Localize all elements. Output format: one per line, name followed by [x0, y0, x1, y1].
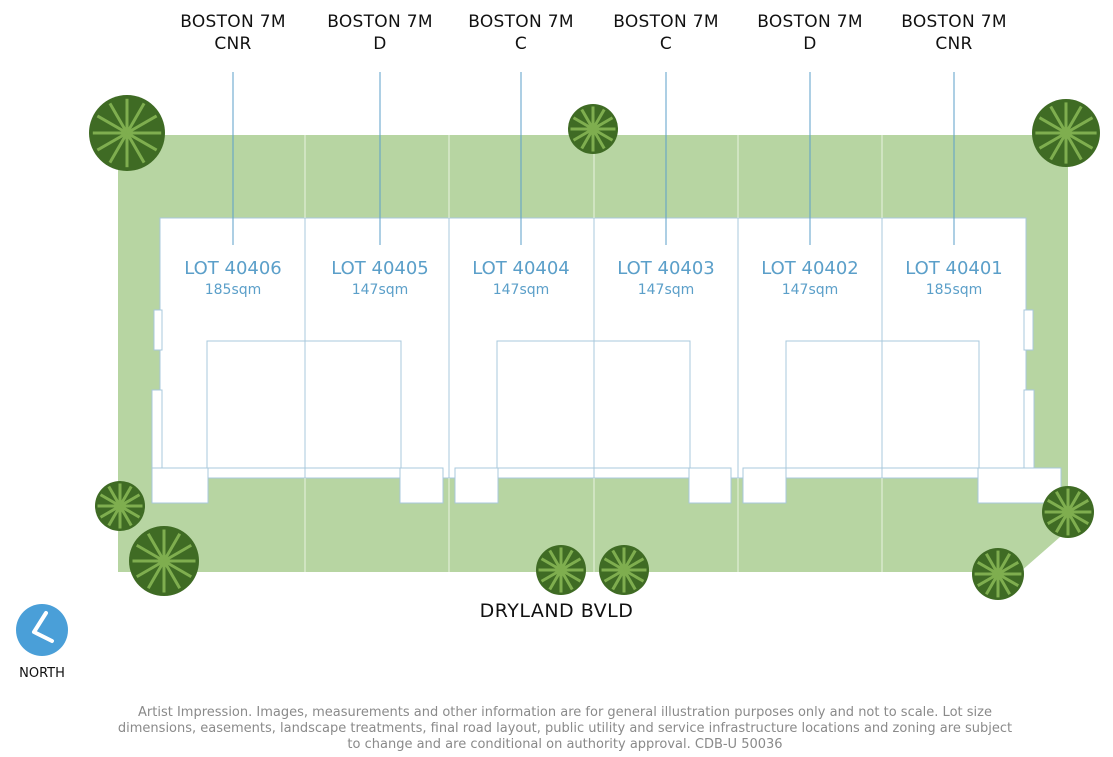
tree-icon [95, 481, 145, 531]
house-type-label: BOSTON 7M D [740, 11, 880, 55]
lot-number[interactable]: LOT 40406 [184, 258, 282, 279]
lot-size: 147sqm [637, 282, 695, 298]
tree-icon [1042, 486, 1094, 538]
house-facade: C [514, 34, 528, 54]
tree-icon [129, 526, 199, 596]
tree-icon [536, 545, 586, 595]
house-name: BOSTON 7M [757, 12, 863, 32]
lot-size: 147sqm [351, 282, 409, 298]
lot-size: 185sqm [925, 282, 983, 298]
lot-size: 147sqm [492, 282, 550, 298]
north-label: NORTH [19, 666, 65, 681]
road-name: DRYLAND BVLD [479, 600, 634, 622]
house-name: BOSTON 7M [468, 12, 574, 32]
lot-size: 147sqm [781, 282, 839, 298]
disclaimer: Artist Impression. Images, measurements … [117, 705, 1013, 752]
house-type-label: BOSTON 7M CNR [884, 11, 1024, 55]
tree-icon [972, 548, 1024, 600]
tree-icon [1032, 99, 1100, 167]
house-facade: CNR [214, 34, 252, 54]
north-arrow-icon [16, 604, 68, 656]
lot-number[interactable]: LOT 40402 [761, 258, 859, 279]
tree-icon [89, 95, 165, 171]
house-name: BOSTON 7M [613, 12, 719, 32]
house-type-label: BOSTON 7M C [451, 11, 591, 55]
house-name: BOSTON 7M [180, 12, 286, 32]
house-name: BOSTON 7M [327, 12, 433, 32]
lot-number[interactable]: LOT 40404 [472, 258, 570, 279]
lot-number[interactable]: LOT 40401 [905, 258, 1003, 279]
house-footprints [206, 340, 980, 469]
house-facade: D [803, 34, 817, 54]
house-facade: D [373, 34, 387, 54]
house-facade: C [659, 34, 673, 54]
house-type-label: BOSTON 7M CNR [163, 11, 303, 55]
house-facade: CNR [935, 34, 973, 54]
tree-icon [568, 104, 618, 154]
lot-size: 185sqm [204, 282, 262, 298]
house-type-label: BOSTON 7M D [310, 11, 450, 55]
house-type-label: BOSTON 7M C [596, 11, 736, 55]
lot-number[interactable]: LOT 40405 [331, 258, 429, 279]
leader-lines [232, 72, 955, 245]
tree-icon [599, 545, 649, 595]
lot-number[interactable]: LOT 40403 [617, 258, 715, 279]
house-name: BOSTON 7M [901, 12, 1007, 32]
